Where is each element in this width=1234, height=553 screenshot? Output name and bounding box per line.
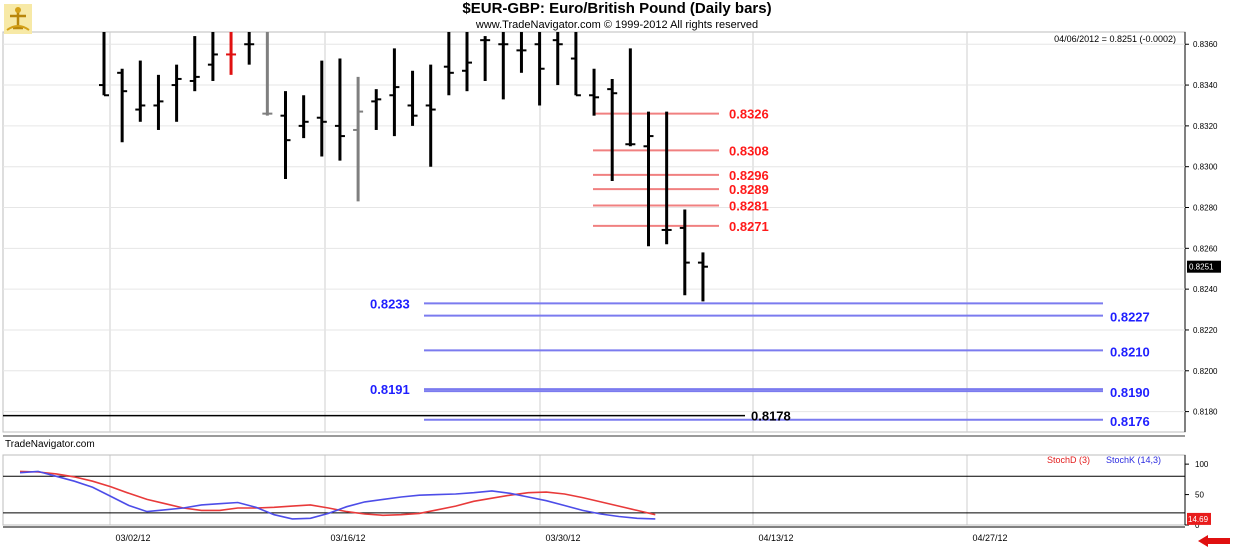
ohlc-bar <box>425 64 436 167</box>
ohlc-bar <box>443 32 454 96</box>
ohlc-bar <box>679 209 690 296</box>
last-price-marker <box>1187 260 1221 273</box>
ohlc-bar <box>480 36 491 81</box>
ohlc-bar <box>353 76 364 202</box>
ohlc-bars <box>99 32 708 302</box>
legend-stochd: StochD (3) <box>1047 455 1091 465</box>
blue-level-label: 0.8227 <box>1110 310 1150 325</box>
osc-y-tick-label: 100 <box>1195 460 1209 469</box>
last-price-info: 04/06/2012 = 0.8251 (-0.0002) <box>1054 34 1176 44</box>
ohlc-bar <box>153 74 164 130</box>
y-tick-label: 0.8260 <box>1193 244 1218 253</box>
ohlc-bar <box>207 32 218 81</box>
ohlc-bar <box>226 32 237 75</box>
y-tick-label: 0.8320 <box>1193 122 1218 131</box>
legend-stochk: StochK (14,3) <box>1106 455 1162 465</box>
ohlc-bar <box>552 32 563 86</box>
trade-navigator-logo-icon[interactable] <box>4 4 32 34</box>
price-axis: 0.8360 0.8340 0.8320 0.8300 0.8280 0.8260 0.82… <box>1185 40 1221 417</box>
osc-y-tick-label: 50 <box>1195 491 1204 500</box>
x-tick-label: 03/02/12 <box>115 533 150 543</box>
ohlc-bar <box>462 32 472 92</box>
stochk-line <box>19 470 656 520</box>
ohlc-bar <box>371 89 382 130</box>
y-tick-label: 0.8300 <box>1193 163 1218 172</box>
last-price-label: 0.8251 <box>1189 263 1214 272</box>
ohlc-bar <box>661 111 672 245</box>
ohlc-bar <box>244 32 255 65</box>
stochd-line <box>19 470 656 517</box>
blue-level-label: 0.8210 <box>1110 344 1150 359</box>
ohlc-bar <box>262 32 273 116</box>
watermark-label: TradeNavigator.com <box>5 439 95 450</box>
date-axis: 03/02/12 03/16/12 03/30/12 04/13/12 04/27/12 <box>3 526 1185 543</box>
red-level-label: 0.8296 <box>729 168 769 183</box>
y-tick-label: 0.8340 <box>1193 81 1218 90</box>
y-tick-label: 0.8240 <box>1193 285 1218 294</box>
x-tick-label: 03/16/12 <box>330 533 365 543</box>
blue-level-label: 0.8233 <box>370 296 410 311</box>
osc-last-label: 14.69 <box>1188 515 1209 524</box>
ohlc-bar <box>643 111 654 247</box>
ohlc-bar <box>625 48 636 147</box>
ohlc-bar <box>589 68 600 116</box>
ohlc-bar <box>498 32 509 100</box>
ohlc-bar <box>570 32 581 97</box>
stochastic-panel: 100 50 014.69 <box>2 435 1211 530</box>
osc-y-tick-label: 0 <box>1195 521 1200 530</box>
red-level-label: 0.8271 <box>729 219 769 234</box>
ohlc-bar <box>697 252 708 302</box>
y-tick-label: 0.8360 <box>1193 40 1218 49</box>
chart-title: $EUR-GBP: Euro/British Pound (Daily bars… <box>462 0 772 17</box>
ohlc-bar <box>189 36 200 92</box>
scroll-left-arrow-icon[interactable] <box>1196 534 1232 548</box>
ohlc-bar <box>607 78 618 181</box>
ohlc-bar <box>117 68 128 143</box>
oscillator-frame <box>2 454 1186 526</box>
ohlc-bar <box>316 60 327 157</box>
ohlc-bar <box>407 70 418 126</box>
y-tick-label: 0.8220 <box>1193 326 1218 335</box>
ohlc-bar <box>171 64 182 122</box>
ohlc-bar <box>280 91 291 179</box>
ohlc-bar <box>334 58 345 161</box>
red-level-label: 0.8281 <box>729 198 769 213</box>
ohlc-bar <box>135 60 146 122</box>
x-tick-label: 03/30/12 <box>545 533 580 543</box>
osc-last-marker <box>1187 512 1211 525</box>
y-tick-label: 0.8200 <box>1193 367 1218 376</box>
red-level-label: 0.8289 <box>729 182 769 197</box>
blue-level-label: 0.8190 <box>1110 385 1150 400</box>
ohlc-bar <box>516 32 527 73</box>
ohlc-bar <box>389 48 400 137</box>
y-tick-label: 0.8180 <box>1193 408 1218 417</box>
black-level-label: 0.8178 <box>751 409 791 424</box>
y-tick-label: 0.8280 <box>1193 204 1218 213</box>
red-level-label: 0.8326 <box>729 107 769 122</box>
ohlc-bar <box>534 32 545 106</box>
blue-level-label: 0.8176 <box>1110 414 1150 429</box>
ohlc-bar <box>298 95 309 139</box>
blue-level-label: 0.8191 <box>370 382 410 397</box>
x-tick-label: 04/13/12 <box>758 533 793 543</box>
x-tick-label: 04/27/12 <box>972 533 1007 543</box>
ohlc-bar <box>99 32 109 97</box>
red-level-label: 0.8308 <box>729 143 769 158</box>
copyright-text: www.TradeNavigator.com © 1999-2012 All r… <box>475 19 759 31</box>
